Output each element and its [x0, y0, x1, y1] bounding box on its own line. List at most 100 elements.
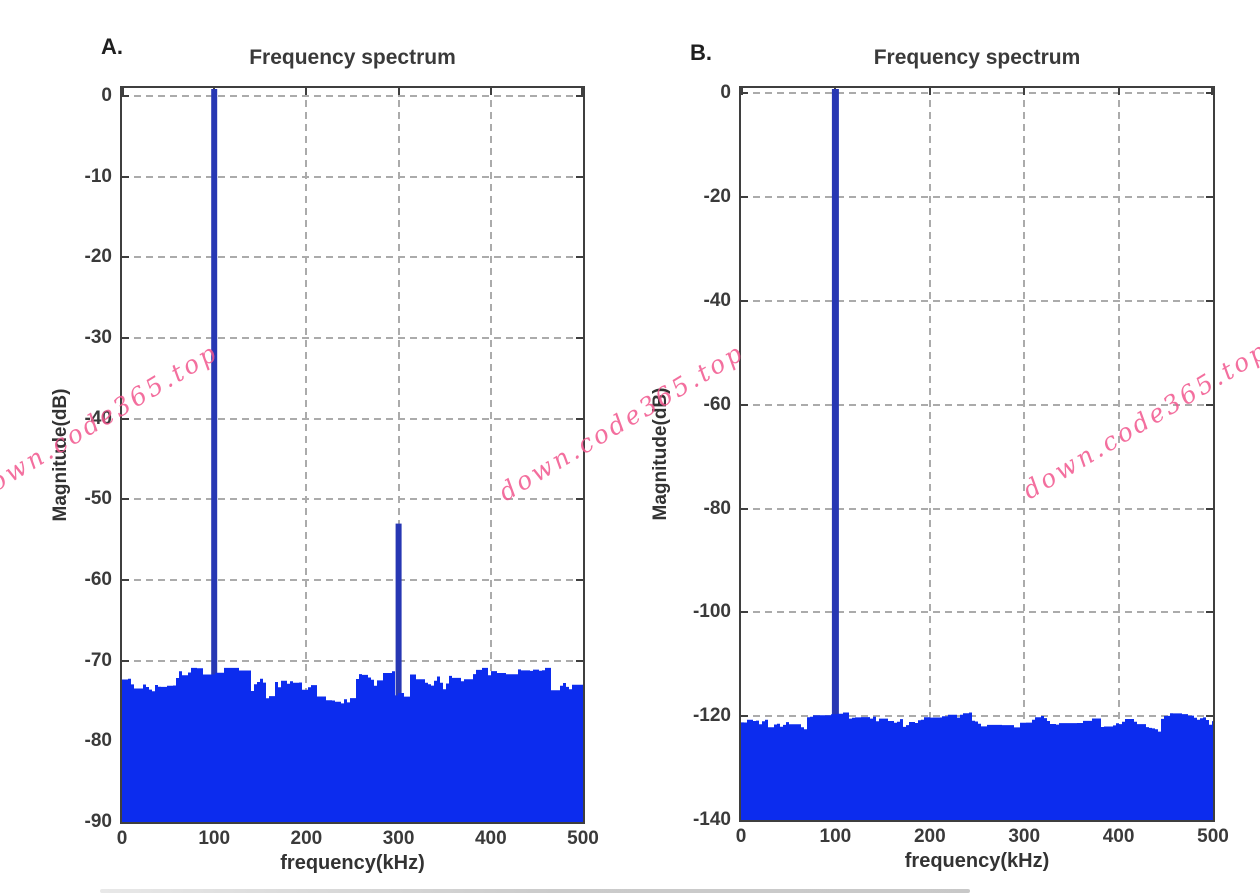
- chart-title-b: Frequency spectrum: [873, 46, 1081, 69]
- y-tick-label: -90: [84, 811, 112, 832]
- y-tick-label: -40: [703, 289, 731, 311]
- gridline-horizontal: [122, 498, 583, 501]
- tick-mark: [305, 88, 308, 95]
- plot-area-b: [739, 86, 1215, 822]
- tick-mark: [741, 611, 748, 614]
- tick-mark: [576, 659, 583, 662]
- tick-mark: [122, 88, 124, 95]
- y-tick-label: -50: [84, 488, 112, 510]
- gridline-horizontal: [741, 403, 1213, 406]
- y-axis-label-b: Magnitude(dB): [650, 387, 671, 521]
- tick-mark: [122, 337, 129, 340]
- x-tick-label: 100: [198, 828, 231, 849]
- tick-mark: [122, 659, 129, 662]
- gridline-horizontal: [122, 579, 583, 582]
- gridline-vertical: [1117, 88, 1120, 820]
- tick-mark: [122, 95, 129, 98]
- y-tick-label: -100: [692, 601, 731, 623]
- tick-mark: [581, 88, 583, 95]
- gridline-horizontal: [122, 175, 583, 178]
- tick-mark: [1206, 715, 1213, 718]
- gridline-horizontal: [122, 417, 583, 420]
- x-tick-label: 500: [1197, 826, 1229, 847]
- tick-mark: [122, 175, 129, 178]
- gridline-vertical: [1023, 88, 1026, 820]
- tick-mark: [576, 175, 583, 178]
- tick-mark: [122, 417, 129, 420]
- noise-floor: [741, 712, 1213, 820]
- x-tick-label: 500: [567, 828, 599, 849]
- tick-mark: [741, 507, 748, 510]
- tick-mark: [741, 299, 748, 302]
- panel-label-b: B.: [690, 40, 712, 65]
- tick-mark: [741, 715, 748, 718]
- gridline-horizontal: [741, 299, 1213, 302]
- gridline-horizontal: [741, 196, 1213, 199]
- panel-label-a: A.: [101, 34, 123, 59]
- spectral-peak: [211, 89, 218, 717]
- tick-mark: [576, 417, 583, 420]
- bottom-edge-artifact: [100, 889, 970, 893]
- spectral-peak: [395, 523, 402, 717]
- x-tick-label: 200: [913, 826, 946, 847]
- y-tick-label: -30: [84, 327, 112, 349]
- gridline-horizontal: [741, 507, 1213, 510]
- tick-mark: [576, 498, 583, 501]
- noise-floor: [122, 667, 583, 822]
- y-tick-label: -80: [84, 730, 112, 752]
- spectrum-series: [122, 89, 583, 822]
- tick-mark: [576, 95, 583, 98]
- tick-mark: [489, 88, 492, 95]
- chart-title-a: Frequency spectrum: [249, 46, 456, 69]
- y-tick-label: -40: [84, 407, 112, 429]
- gridline-vertical: [928, 88, 931, 820]
- tick-mark: [1023, 88, 1026, 95]
- y-tick-label: 0: [720, 82, 731, 104]
- tick-mark: [122, 498, 129, 501]
- x-tick-label: 0: [735, 826, 747, 847]
- plot-area-a: [120, 86, 585, 824]
- x-tick-label: 400: [1102, 826, 1135, 847]
- tick-mark: [741, 403, 748, 406]
- tick-mark: [1206, 299, 1213, 302]
- gridline-horizontal: [122, 256, 583, 259]
- gridline-vertical: [397, 88, 400, 822]
- x-axis-label-a: frequency(kHz): [280, 852, 425, 874]
- x-tick-label: 400: [474, 828, 507, 849]
- tick-mark: [1206, 92, 1213, 95]
- x-tick-label: 100: [819, 826, 852, 847]
- gridline-vertical: [305, 88, 308, 822]
- tick-mark: [1206, 403, 1213, 406]
- tick-mark: [928, 88, 931, 95]
- y-tick-label: -80: [703, 497, 731, 519]
- tick-mark: [1206, 611, 1213, 614]
- gridline-horizontal: [741, 715, 1213, 718]
- spectrum-series: [741, 89, 1213, 820]
- tick-mark: [741, 92, 748, 95]
- x-tick-label: 0: [116, 828, 128, 849]
- y-tick-label: -20: [703, 186, 731, 208]
- x-axis-label-b: frequency(kHz): [904, 850, 1050, 872]
- gridline-horizontal: [122, 659, 583, 662]
- spectral-peak: [831, 89, 839, 753]
- tick-mark: [576, 337, 583, 340]
- tick-mark: [741, 196, 748, 199]
- tick-mark: [122, 256, 129, 259]
- tick-mark: [397, 88, 400, 95]
- y-tick-label: -120: [692, 705, 731, 727]
- y-tick-label: -20: [84, 246, 112, 268]
- gridline-vertical: [489, 88, 492, 822]
- tick-mark: [741, 88, 743, 95]
- gridline-horizontal: [741, 611, 1213, 614]
- x-tick-label: 300: [382, 828, 415, 849]
- tick-mark: [1211, 88, 1213, 95]
- tick-mark: [576, 256, 583, 259]
- tick-mark: [1206, 507, 1213, 510]
- gridline-horizontal: [122, 95, 583, 98]
- y-tick-label: -10: [84, 165, 112, 187]
- gridline-horizontal: [741, 92, 1213, 95]
- tick-mark: [576, 579, 583, 582]
- y-tick-label: -60: [84, 569, 112, 591]
- y-tick-label: 0: [101, 85, 112, 107]
